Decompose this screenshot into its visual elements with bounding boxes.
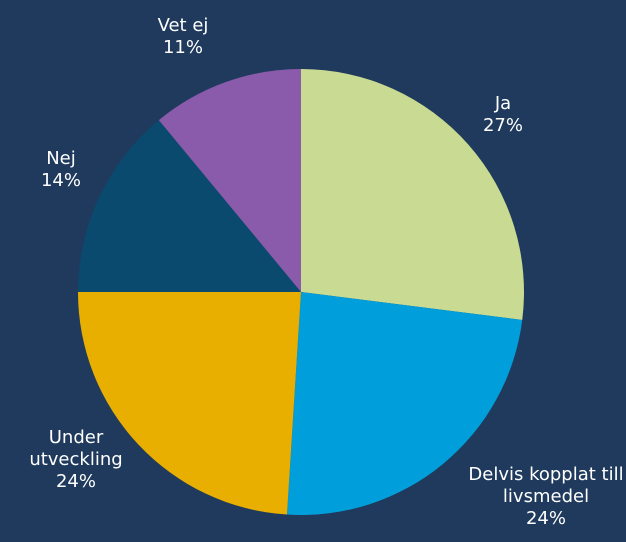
slice-label: Ja 27% [443,93,563,137]
category-label: Ja [494,93,512,114]
category-label: Vet ej [157,15,209,36]
pie-slice [78,292,301,515]
category-label: Under utveckling [29,427,123,470]
pie-slice [78,120,301,293]
value-label: 24% [55,471,96,492]
category-label: Delvis kopplat till livsmedel [468,464,624,507]
pie-slice [286,292,523,515]
pie-slice [301,69,524,320]
value-label: 14% [40,170,81,191]
slice-label: Under utveckling 24% [16,427,136,493]
value-label: 24% [525,508,566,529]
pie-slice [158,69,301,292]
value-label: 11% [162,37,203,58]
value-label: 27% [482,115,523,136]
category-label: Nej [46,148,76,169]
slice-label: Vet ej 11% [133,15,233,59]
slice-label: Delvis kopplat till livsmedel 24% [466,464,626,530]
slice-label: Nej 14% [11,148,111,192]
